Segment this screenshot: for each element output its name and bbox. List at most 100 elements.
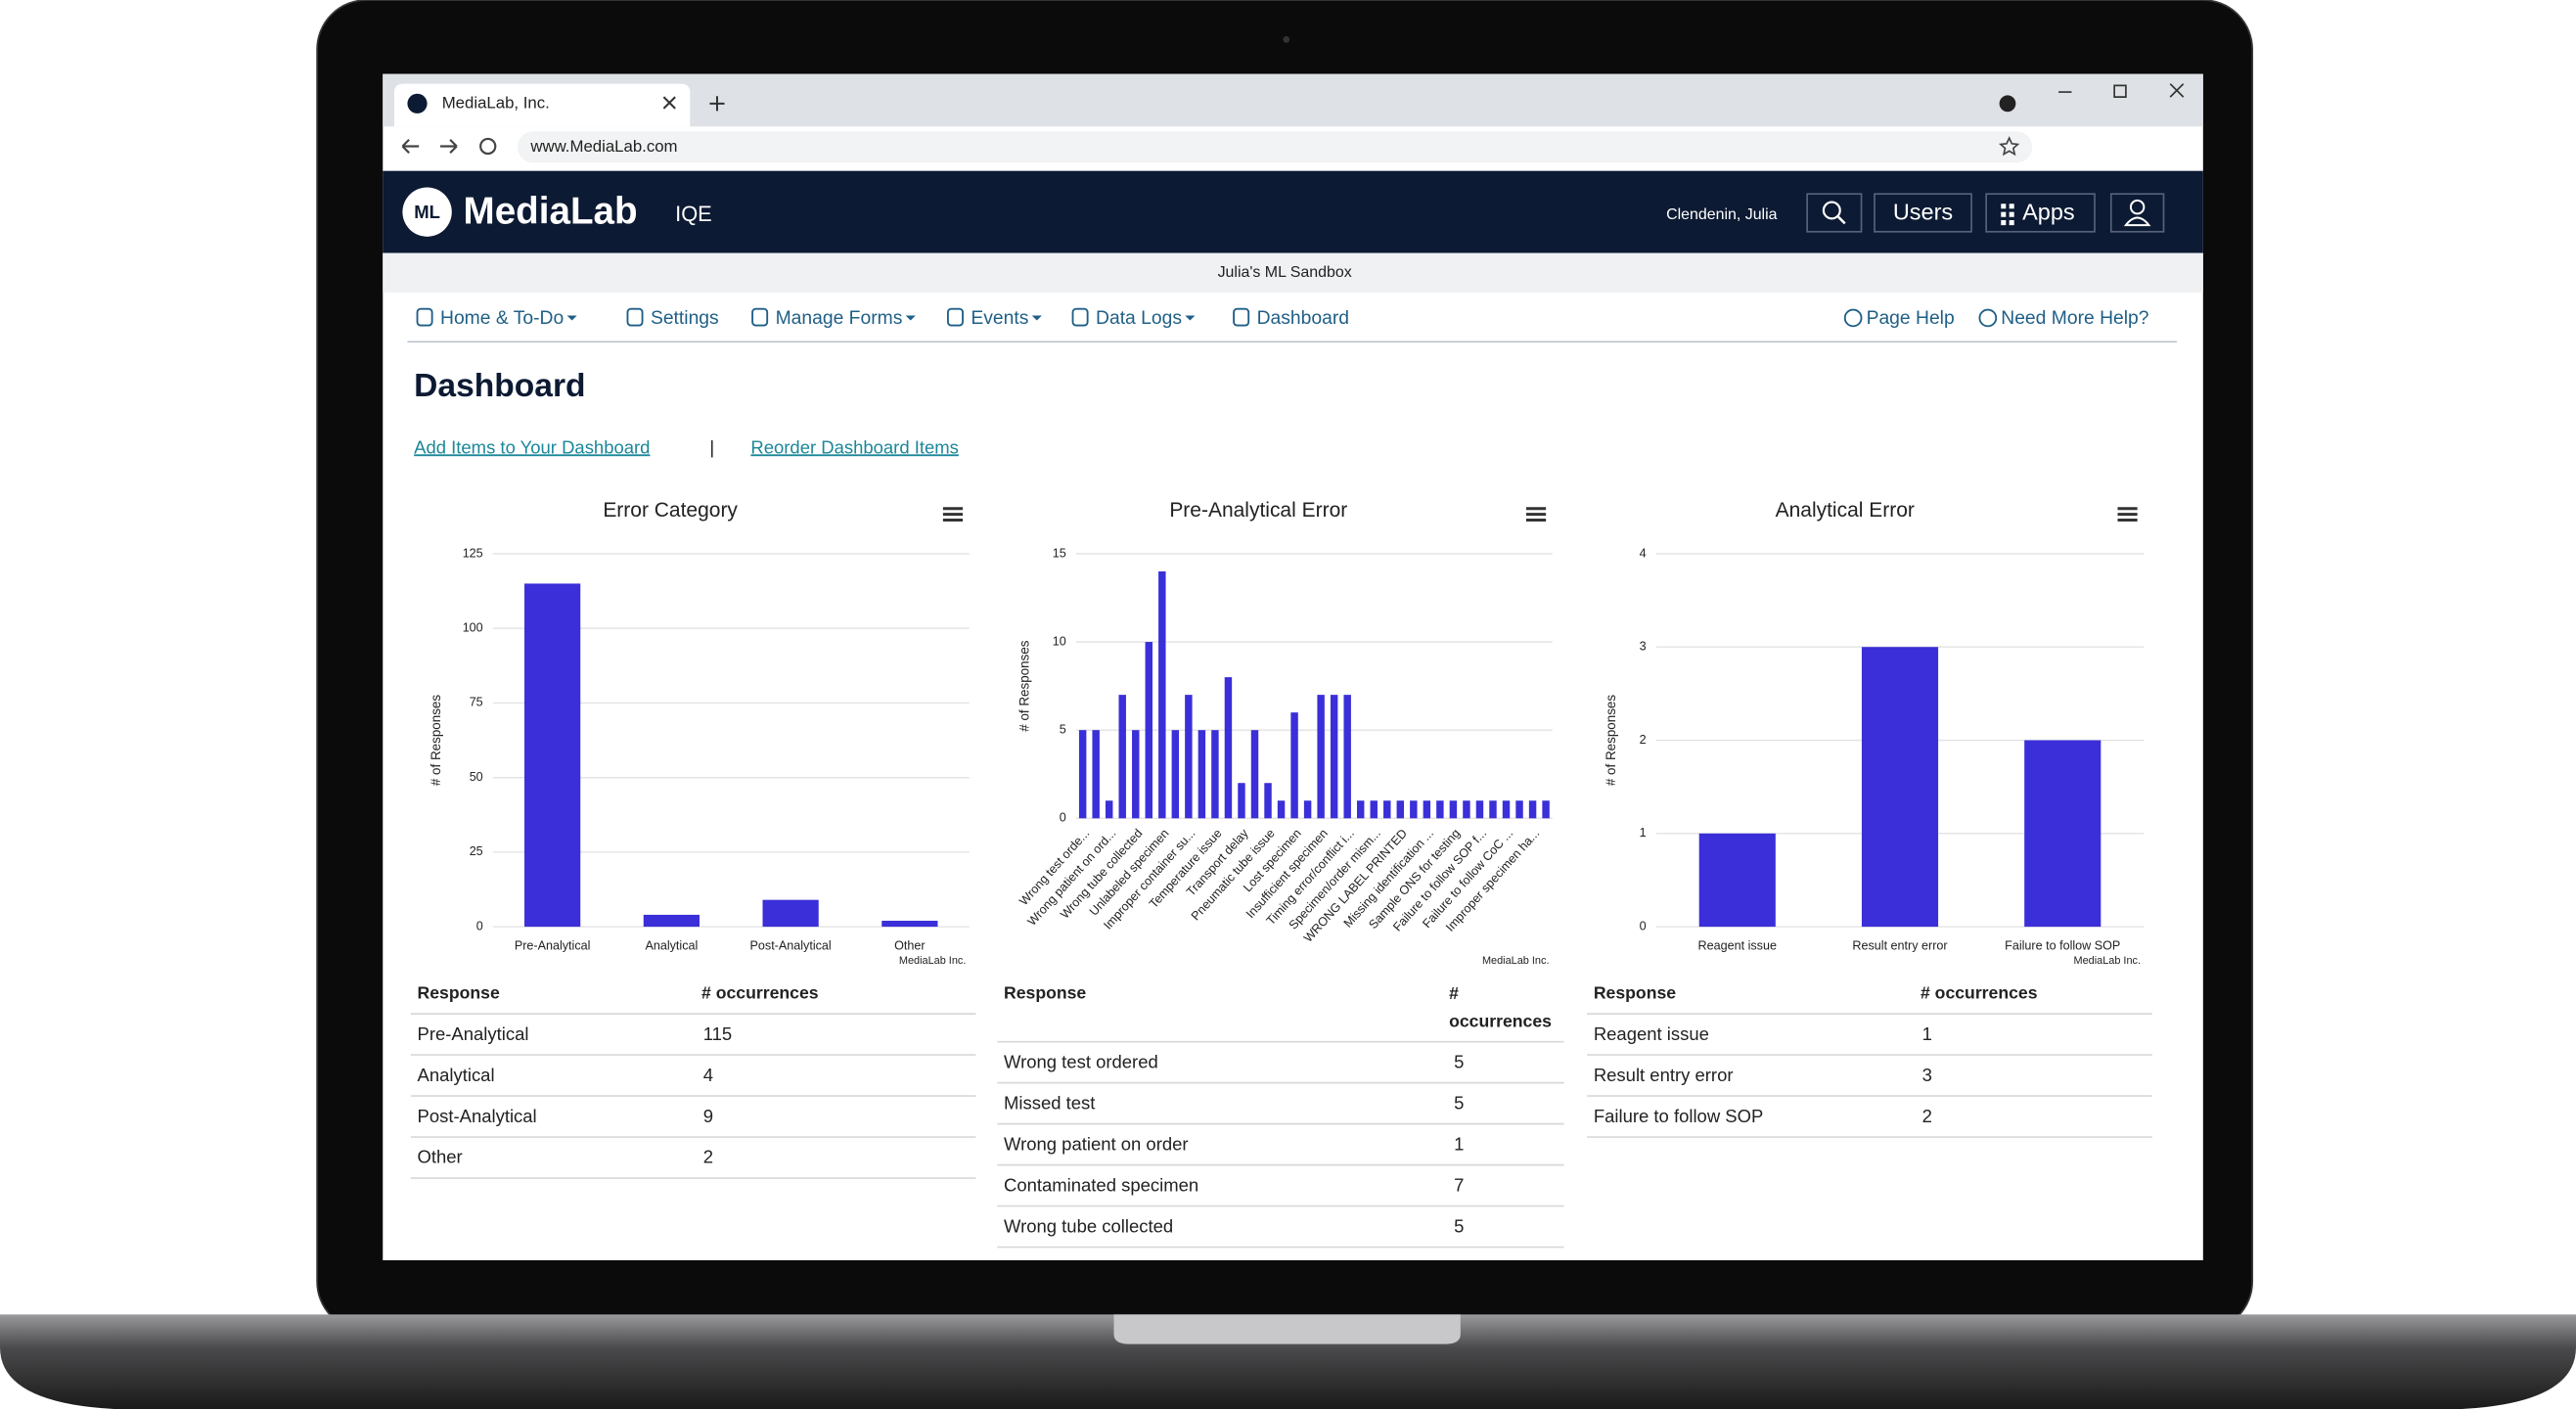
help-icon [1978, 308, 1998, 328]
x-tick-label: Failure to follow SOP [2005, 939, 2120, 953]
nav-icon [1233, 307, 1250, 327]
table-cell: Pre-Analytical [418, 1023, 529, 1044]
table-cell: 2 [703, 1147, 713, 1167]
y-tick-label: 5 [1060, 722, 1066, 736]
nav-icon [416, 307, 433, 327]
bar [643, 914, 700, 928]
table-cell: 4 [703, 1065, 713, 1085]
x-tick-label: Post-Analytical [750, 939, 832, 953]
profile-dot[interactable] [1999, 95, 2016, 113]
nav-caret [905, 315, 916, 321]
bar [1475, 800, 1484, 819]
table-cell: 5 [1454, 1092, 1464, 1113]
sandbox-bar [383, 252, 2203, 293]
table-cell: 1 [1454, 1133, 1464, 1154]
chart-title: Error Category [603, 499, 738, 522]
x-tick-label: Other [894, 939, 925, 953]
table-cell: 7 [1454, 1174, 1464, 1195]
nav-arrows[interactable] [401, 139, 458, 154]
x-tick-label: Reagent issue [1698, 939, 1777, 953]
help-link[interactable]: Need More Help? [2001, 308, 2149, 329]
bar [1463, 800, 1470, 819]
nav-item[interactable]: Data Logs [1096, 308, 1182, 329]
sandbox-label: Julia's ML Sandbox [1218, 264, 1352, 281]
bar [1396, 800, 1405, 819]
logo-mark: ML [414, 202, 440, 222]
nav-item[interactable]: Events [971, 308, 1028, 329]
bar [1330, 695, 1338, 819]
separator: | [709, 436, 714, 457]
bar [1410, 800, 1418, 819]
app-header [383, 170, 2203, 253]
x-tick-label: Result entry error [1852, 939, 1947, 953]
y-tick-label: 0 [1060, 811, 1066, 825]
chart-menu[interactable] [1525, 507, 1547, 523]
logo [402, 187, 452, 237]
nav-item[interactable]: Manage Forms [776, 308, 903, 329]
bar [1698, 833, 1776, 928]
table-header: Response [1004, 983, 1086, 1003]
reorder-link[interactable]: Reorder Dashboard Items [750, 436, 959, 457]
table-cell: 5 [1454, 1215, 1464, 1236]
apps-button[interactable] [1985, 193, 2096, 233]
add-items-link[interactable]: Add Items to Your Dashboard [414, 436, 650, 457]
x-tick-label: Analytical [645, 939, 698, 953]
brand: MediaLab [464, 191, 638, 233]
window-controls[interactable] [2058, 83, 2185, 98]
tab[interactable] [394, 83, 691, 127]
bar [1238, 783, 1245, 819]
bar [524, 583, 581, 928]
chart-menu[interactable] [942, 507, 964, 523]
table-cell: Wrong test ordered [1004, 1051, 1158, 1071]
table-header: # occurrences [1921, 983, 2038, 1003]
users-button[interactable] [1874, 193, 1972, 233]
chart-menu[interactable] [2117, 507, 2138, 523]
search-icon-handle [1837, 215, 1846, 225]
table-cell: Wrong tube collected [1004, 1215, 1173, 1236]
camera [1283, 35, 1290, 43]
bookmark[interactable] [1998, 136, 2020, 157]
y-tick-label: 0 [476, 919, 483, 932]
y-tick-label: 4 [1640, 546, 1647, 560]
tab-controls[interactable] [662, 96, 725, 112]
nav-caret [1185, 315, 1196, 321]
bar [1423, 800, 1431, 819]
table-cell: Post-Analytical [418, 1106, 537, 1126]
address-bar[interactable] [517, 131, 2033, 163]
search-button[interactable] [1806, 193, 1863, 233]
y-tick-label: 1 [1640, 826, 1647, 840]
search-icon [1822, 201, 1841, 220]
bar [1211, 730, 1219, 819]
y-tick-label: 50 [470, 770, 483, 784]
y-axis-label: # of Responses [429, 695, 443, 787]
help-icon [1843, 308, 1863, 328]
profile-button[interactable] [2109, 193, 2165, 233]
bar [1449, 800, 1458, 819]
bar [1171, 730, 1180, 819]
bar [1145, 642, 1153, 819]
table-cell: Contaminated specimen [1004, 1174, 1198, 1195]
bar [1185, 695, 1193, 819]
bar [762, 899, 819, 928]
bar [881, 921, 938, 928]
help-link[interactable]: Page Help [1867, 308, 1955, 329]
table-cell: 2 [1922, 1106, 1932, 1126]
bar [1502, 800, 1511, 819]
nav-item[interactable]: Home & To-Do [440, 308, 564, 329]
table-cell: Result entry error [1594, 1065, 1734, 1085]
table-header: Response [1594, 983, 1676, 1003]
table-cell: Analytical [418, 1065, 495, 1085]
reload[interactable] [479, 137, 497, 156]
bar [1528, 800, 1537, 819]
x-tick-label: Pre-Analytical [515, 939, 591, 953]
bar [1317, 695, 1325, 819]
chart-title: Pre-Analytical Error [1169, 499, 1347, 522]
bar [1542, 800, 1550, 819]
bar [1158, 570, 1166, 819]
bar [1489, 800, 1497, 819]
nav-item[interactable]: Settings [651, 308, 719, 329]
y-tick-label: 125 [463, 546, 483, 560]
nav-item[interactable]: Dashboard [1257, 308, 1349, 329]
